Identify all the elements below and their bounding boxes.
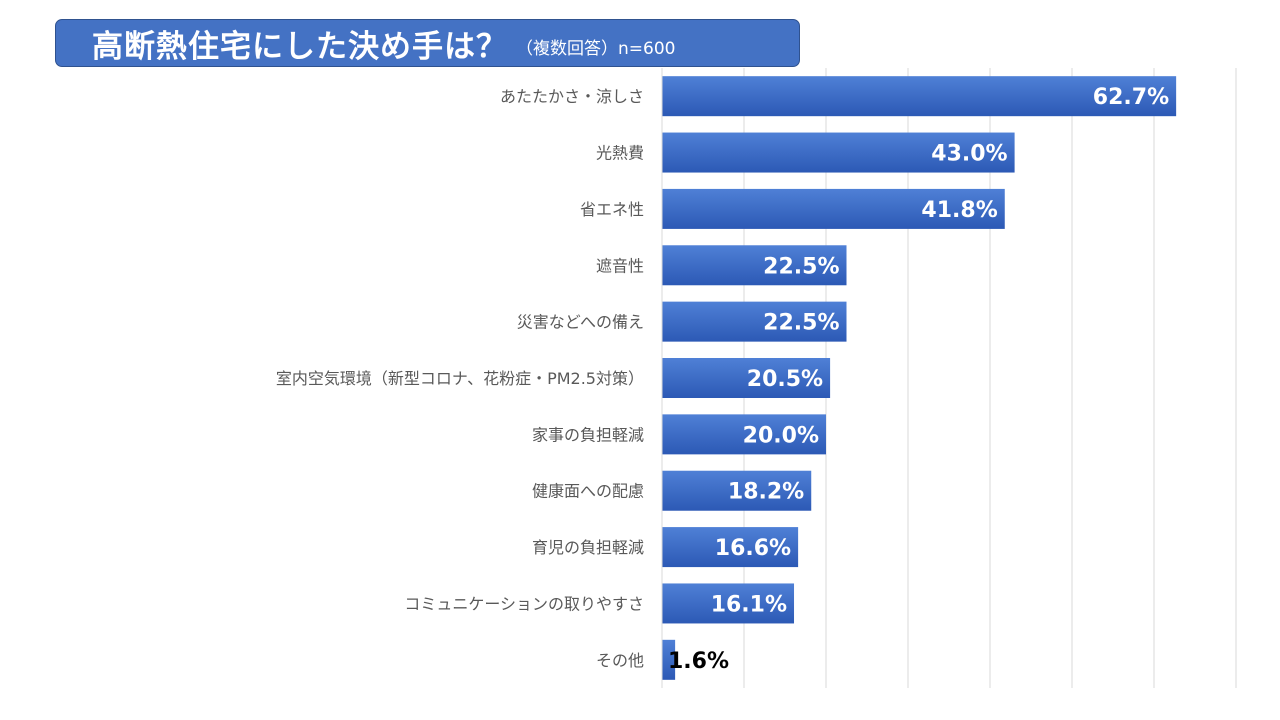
category-label: 健康面への配慮 <box>532 482 644 501</box>
bar <box>662 583 795 624</box>
data-label: 22.5% <box>763 254 839 279</box>
category-label: あたたかさ・涼しさ <box>500 87 644 106</box>
bar <box>662 76 1177 117</box>
category-label: コミュニケーションの取りやすさ <box>404 594 644 613</box>
data-label: 62.7% <box>1093 85 1169 110</box>
category-label: 光熱費 <box>596 144 644 163</box>
data-label: 41.8% <box>921 198 997 223</box>
bar <box>662 527 799 568</box>
data-label: 16.1% <box>711 592 787 617</box>
data-label: 20.5% <box>747 367 823 392</box>
bar <box>662 358 831 398</box>
bar <box>662 188 1005 229</box>
bar <box>662 470 812 511</box>
bar <box>662 245 847 286</box>
bar <box>662 301 847 342</box>
category-label: その他 <box>596 651 644 670</box>
data-label: 22.5% <box>763 311 839 336</box>
category-label: 家事の負担軽減 <box>532 425 644 444</box>
data-label: 20.0% <box>743 423 819 448</box>
category-label: 遮音性 <box>596 256 644 275</box>
category-label: 省エネ性 <box>580 200 644 219</box>
bar <box>662 132 1015 173</box>
data-label: 18.2% <box>728 480 804 505</box>
category-label: 災害などへの備え <box>517 313 644 332</box>
data-label: 1.6% <box>668 649 729 674</box>
data-label: 43.0% <box>931 142 1007 167</box>
chart-title: 高断熱住宅にした決め手は？ <box>92 28 508 65</box>
bar <box>662 414 826 455</box>
data-label: 16.6% <box>715 536 791 561</box>
bar <box>662 639 676 680</box>
category-label: 育児の負担軽減 <box>532 538 644 557</box>
chart-title-banner: 高断熱住宅にした決め手は？ （複数回答）n=600 <box>55 19 800 67</box>
chart-subtitle: （複数回答）n=600 <box>516 38 676 59</box>
category-label: 室内空気環境（新型コロナ、花粉症・PM2.5対策） <box>276 369 644 388</box>
